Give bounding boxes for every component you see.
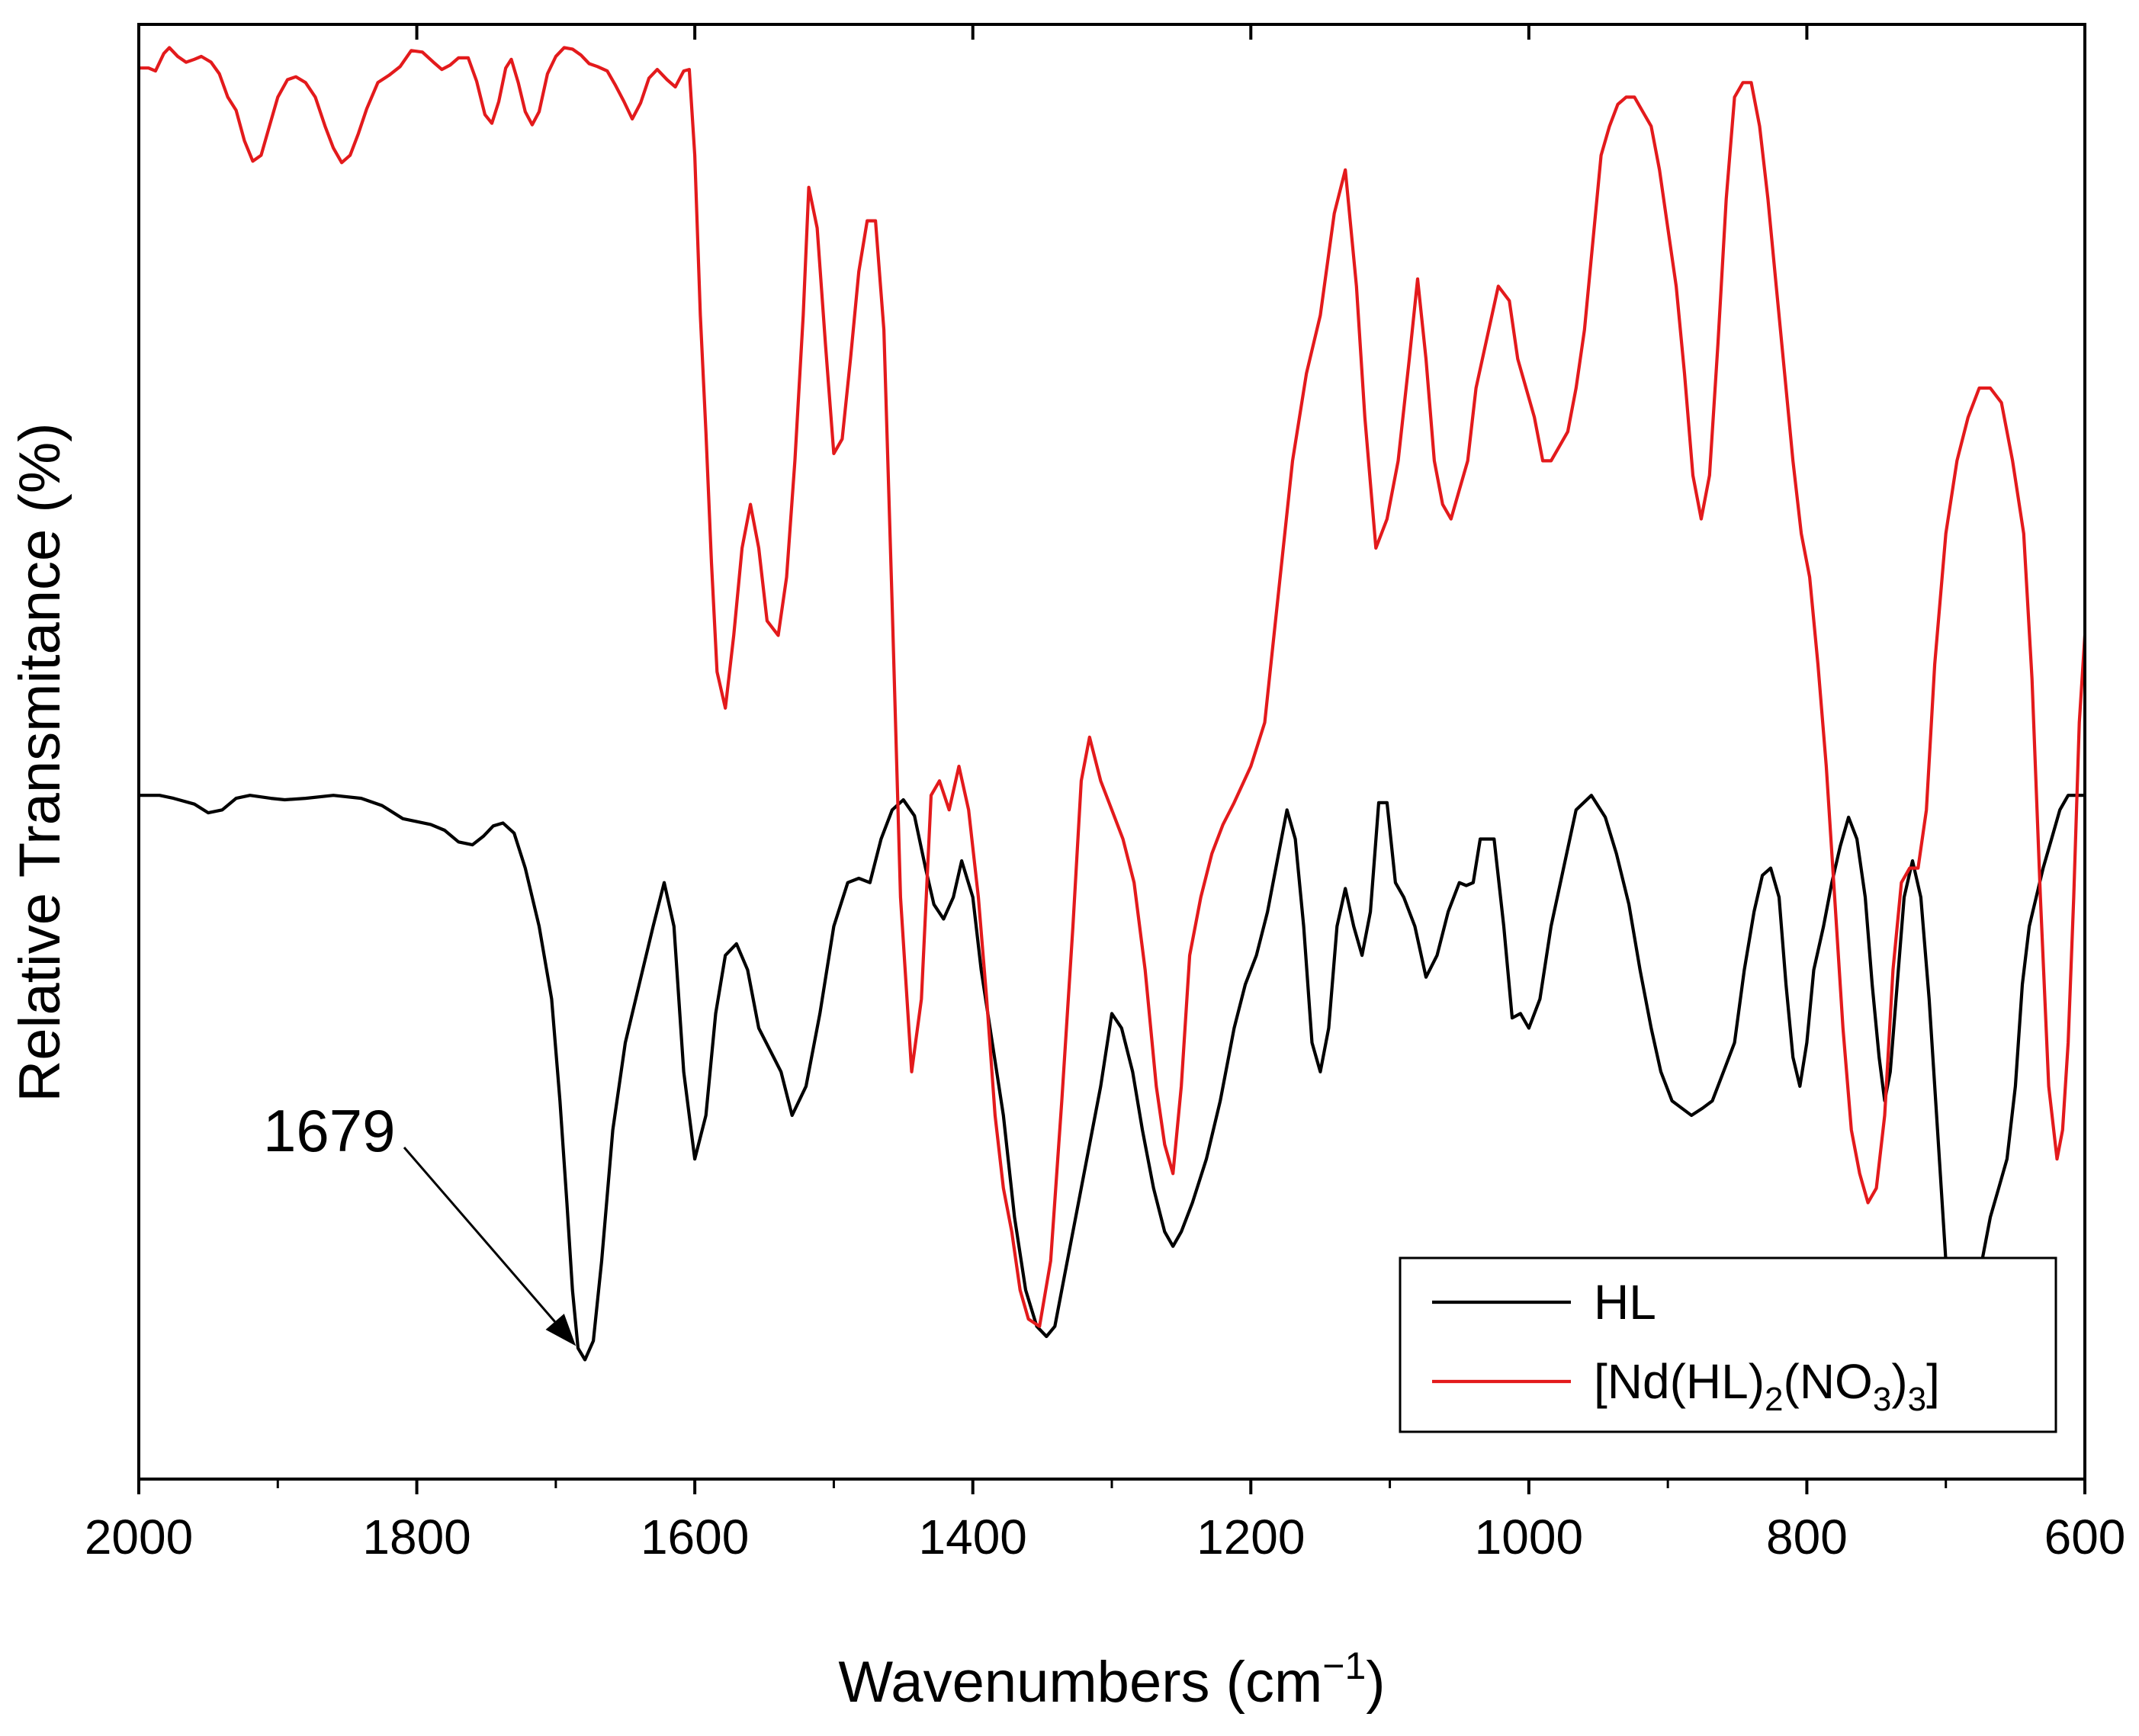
x-tick-label: 800	[1766, 1510, 1848, 1564]
series-line-nd-complex	[139, 46, 2085, 1328]
legend-label-hl: HL	[1594, 1275, 1656, 1330]
x-axis-label: Wavenumbers (cm−1)	[838, 1645, 1385, 1715]
x-tick-label: 1400	[919, 1510, 1027, 1564]
series-line-hl	[139, 794, 2085, 1362]
annotation-arrow-line	[403, 1147, 556, 1323]
x-tick-label: 1600	[641, 1510, 749, 1564]
x-axis-label-main: Wavenumbers (cm	[838, 1650, 1322, 1715]
x-tick-label: 1000	[1475, 1510, 1583, 1564]
legend-label-nd-complex: [Nd(HL)2(NO3)3]	[1594, 1354, 1940, 1418]
x-tick-label: 1200	[1196, 1510, 1305, 1564]
x-axis-label-superscript: −1	[1322, 1645, 1366, 1687]
legend-box	[1399, 1256, 2057, 1433]
x-tick-label: 600	[2044, 1510, 2126, 1564]
x-tick-label: 2000	[85, 1510, 193, 1564]
annotation-label: 1679	[263, 1097, 396, 1164]
x-axis-label-close: )	[1366, 1650, 1385, 1715]
x-tick-label: 1800	[362, 1510, 471, 1564]
annotation-arrowhead	[545, 1314, 577, 1346]
y-axis-label: Relative Transmitance (%)	[8, 422, 72, 1102]
